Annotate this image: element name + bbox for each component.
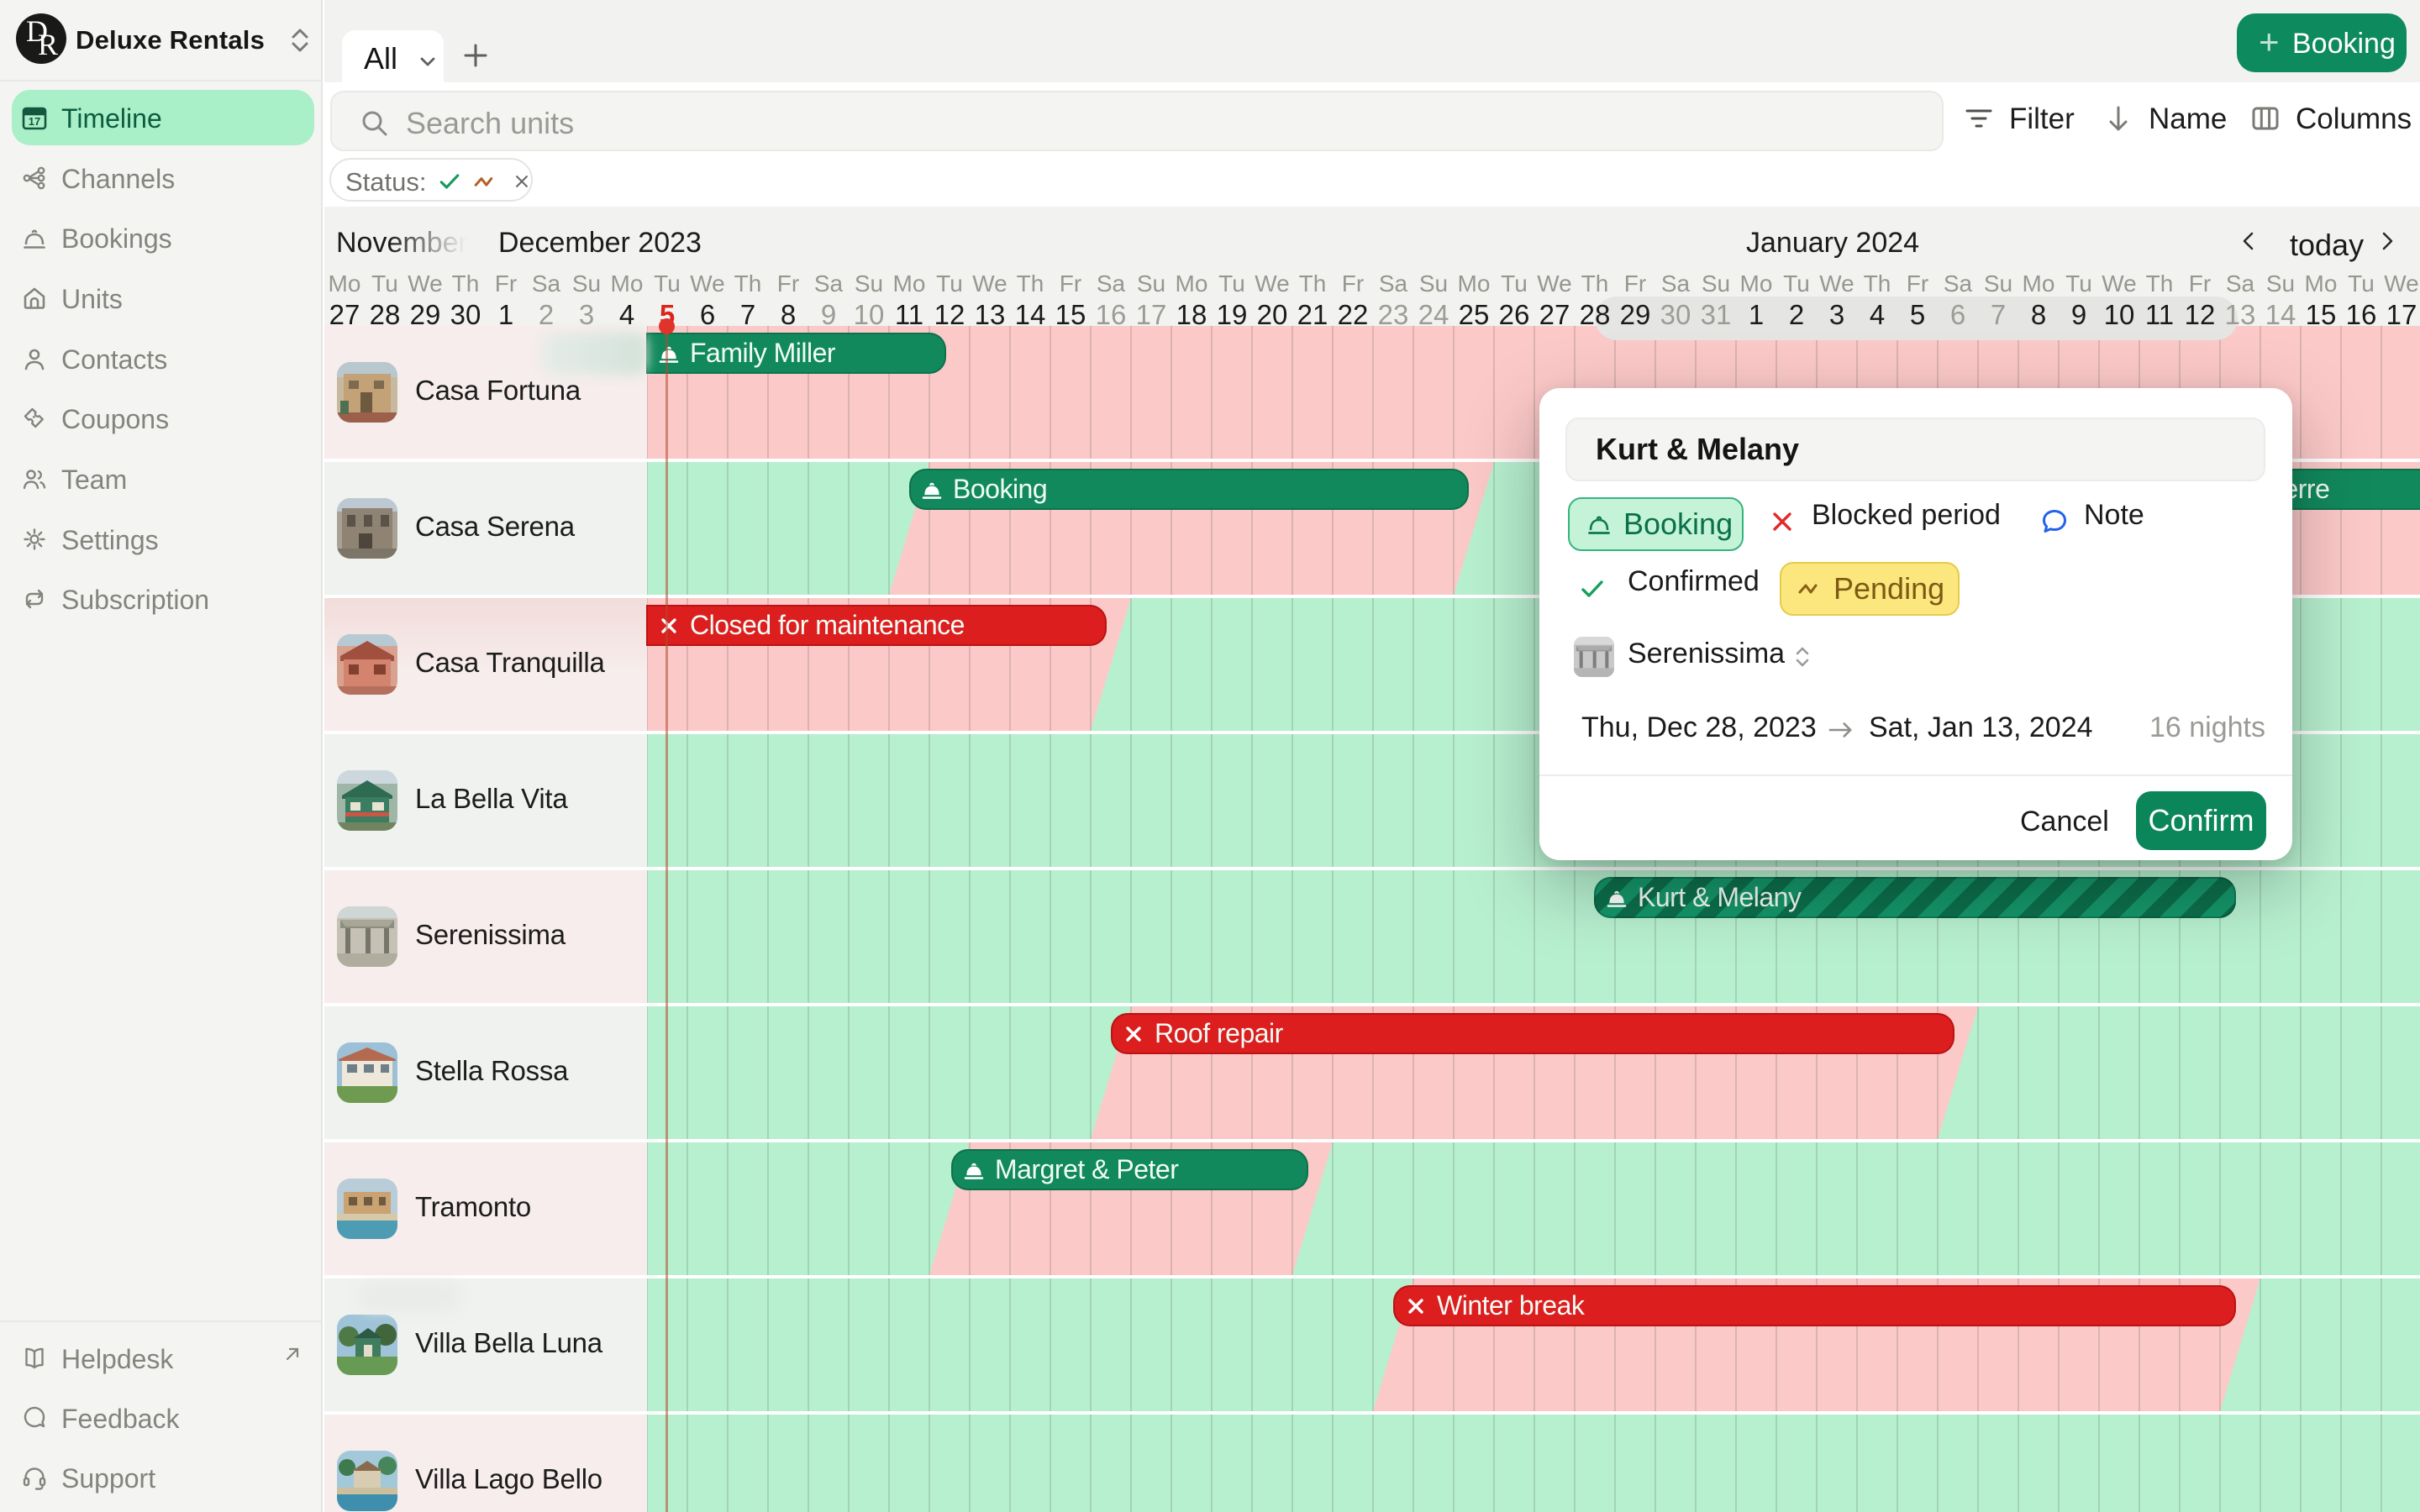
svg-text:17: 17: [29, 115, 40, 128]
